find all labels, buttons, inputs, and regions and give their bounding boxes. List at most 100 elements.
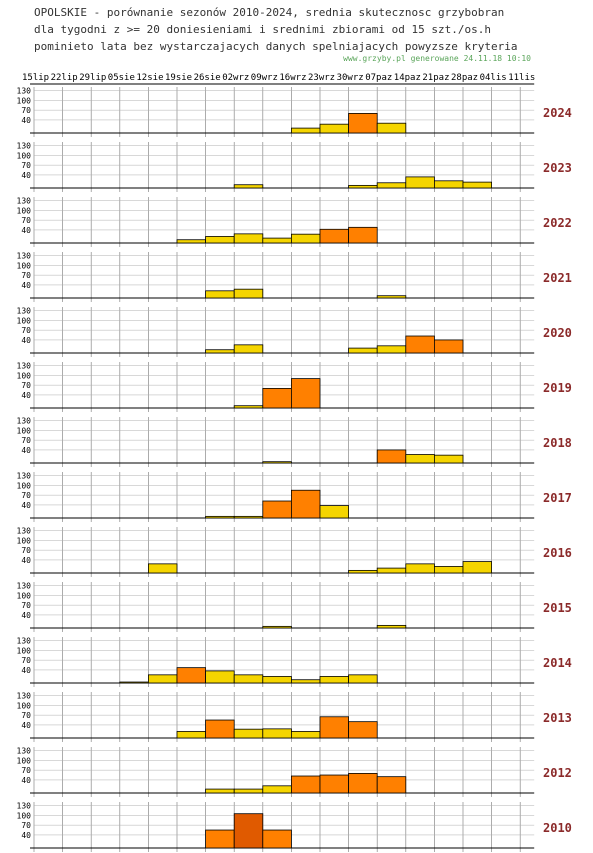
y-tick-label: 100 (17, 701, 32, 710)
bar-2023 (233, 184, 264, 189)
x-tick-label: 14paz (394, 73, 421, 83)
bar-2016 (405, 563, 435, 574)
bar-2013 (233, 728, 264, 739)
x-tick-label: 26sie (194, 73, 221, 83)
year-label: 2021 (543, 271, 572, 285)
bar-2016 (462, 561, 493, 574)
y-tick-label: 40 (21, 336, 31, 345)
y-tick-label: 100 (17, 536, 32, 545)
year-label: 2014 (543, 656, 572, 670)
bar-2019 (233, 405, 264, 409)
y-tick-label: 130 (17, 527, 32, 536)
y-tick-label: 40 (21, 501, 31, 510)
y-tick-label: 70 (21, 491, 31, 500)
y-tick-label: 70 (21, 326, 31, 335)
x-tick-label: 16wrz (279, 73, 306, 83)
y-tick-label: 100 (17, 316, 32, 325)
y-tick-label: 100 (17, 646, 32, 655)
bar-2012 (319, 774, 350, 794)
bar-2013 (319, 716, 350, 739)
bar-2016 (348, 569, 378, 574)
year-label: 2022 (543, 216, 572, 230)
bar-2020 (348, 347, 378, 354)
bar-2023 (462, 181, 493, 189)
x-tick-label: 09wrz (251, 73, 278, 83)
year-label: 2010 (543, 821, 572, 835)
y-tick-label: 130 (17, 307, 32, 316)
y-tick-label: 130 (17, 197, 32, 206)
bar-2015 (262, 625, 292, 629)
y-tick-label: 100 (17, 151, 32, 160)
x-tick-label: 12sie (136, 73, 163, 83)
chart-header: OPOLSKIE - porównanie sezonów 2010-2024,… (34, 4, 517, 55)
y-tick-label: 100 (17, 481, 32, 490)
y-tick-label: 100 (17, 756, 32, 765)
bar-2018 (262, 461, 292, 464)
x-tick-label: 30wrz (337, 73, 364, 83)
bar-2020 (205, 349, 235, 354)
y-tick-label: 70 (21, 216, 31, 225)
bar-2017 (205, 515, 235, 519)
y-tick-label: 70 (21, 161, 31, 170)
y-tick-label: 130 (17, 747, 32, 756)
x-tick-label: 22lip (51, 73, 78, 83)
bar-2018 (405, 454, 435, 464)
x-tick-label: 11lis (508, 73, 535, 83)
bar-2014 (205, 670, 235, 684)
y-tick-label: 130 (17, 692, 32, 701)
y-tick-label: 70 (21, 106, 31, 115)
bar-2014 (119, 681, 149, 684)
bar-2020 (433, 339, 464, 354)
chart-title-line-3: pominieto lata bez wystarczajacych danyc… (34, 40, 518, 53)
bar-2023 (348, 184, 378, 189)
bar-2017 (319, 505, 350, 519)
bar-2014 (176, 667, 207, 684)
y-tick-label: 100 (17, 96, 32, 105)
year-label: 2015 (543, 601, 572, 615)
bar-2023 (433, 180, 464, 189)
bar-2014 (290, 679, 321, 684)
bar-2024 (319, 123, 350, 134)
bar-2019 (262, 387, 292, 409)
y-tick-label: 130 (17, 637, 32, 646)
bar-2012 (376, 776, 407, 794)
y-tick-label: 100 (17, 371, 32, 380)
y-tick-label: 70 (21, 436, 31, 445)
bar-2022 (262, 237, 292, 244)
y-tick-label: 70 (21, 601, 31, 610)
bar-2010 (233, 813, 264, 849)
x-tick-label: 19sie (165, 73, 192, 83)
y-tick-label: 130 (17, 582, 32, 591)
y-tick-label: 40 (21, 831, 31, 840)
bar-2022 (348, 226, 378, 244)
year-label: 2024 (543, 106, 572, 120)
bar-2020 (376, 345, 407, 354)
x-tick-label: 28paz (451, 73, 478, 83)
bar-2024 (376, 122, 407, 134)
y-tick-label: 70 (21, 271, 31, 280)
bar-2014 (348, 674, 378, 684)
y-tick-label: 40 (21, 721, 31, 730)
x-tick-label: 23wrz (308, 73, 335, 83)
year-label: 2020 (543, 326, 572, 340)
x-tick-label: 04lis (480, 73, 507, 83)
bar-2014 (262, 676, 292, 684)
y-tick-label: 40 (21, 666, 31, 675)
x-tick-label: 07paz (365, 73, 392, 83)
y-tick-label: 100 (17, 206, 32, 215)
bar-2017 (262, 500, 292, 519)
bar-2021 (233, 288, 264, 299)
y-tick-label: 40 (21, 391, 31, 400)
y-tick-label: 40 (21, 556, 31, 565)
bar-2021 (376, 295, 407, 299)
bar-2018 (433, 454, 464, 464)
bar-2016 (433, 566, 464, 574)
watermark: www.grzyby.pl generowane 24.11.18 10:10 (343, 54, 531, 63)
bar-2015 (376, 624, 407, 629)
y-tick-label: 40 (21, 226, 31, 235)
bar-2024 (348, 113, 378, 134)
bar-2020 (233, 344, 264, 354)
bar-2023 (376, 182, 407, 189)
y-tick-label: 100 (17, 261, 32, 270)
bar-2022 (319, 228, 350, 244)
